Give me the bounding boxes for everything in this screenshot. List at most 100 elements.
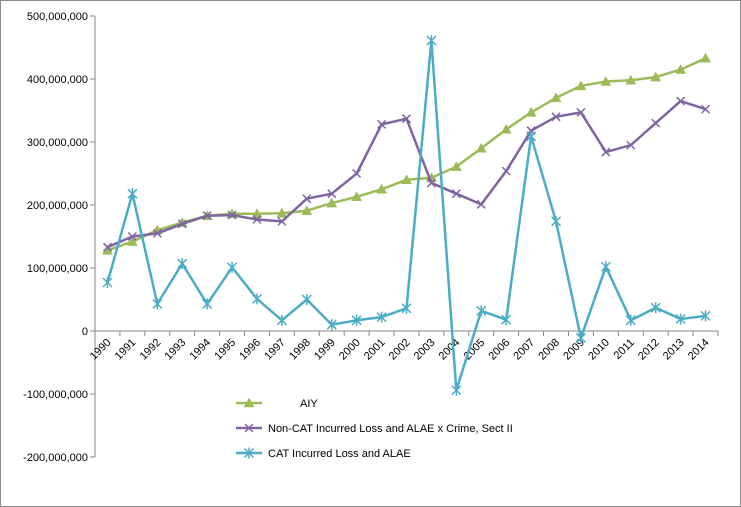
x-tick-label: 1997 <box>262 337 288 363</box>
data-point-series-0 <box>126 236 138 246</box>
data-point-series-2 <box>401 302 412 314</box>
x-tick-label: 2013 <box>661 337 687 363</box>
series-line-0 <box>107 57 707 252</box>
legend-marker-2 <box>243 447 255 459</box>
data-point-series-1 <box>352 168 362 179</box>
data-point-series-0 <box>500 123 512 134</box>
data-point-series-0 <box>550 92 562 103</box>
data-point-series-1 <box>327 189 337 199</box>
y-tick-label: -100,000,000 <box>23 389 88 401</box>
data-point-series-1 <box>601 147 611 157</box>
x-tick-label: 1995 <box>212 337 238 363</box>
x-tick-label: 1996 <box>237 337 263 363</box>
data-point-series-0 <box>650 71 662 82</box>
data-point-series-2 <box>301 294 312 305</box>
data-point-series-1 <box>551 112 561 122</box>
x-tick-label: 2002 <box>387 337 413 363</box>
data-point-series-1 <box>676 96 686 106</box>
data-point-series-1 <box>476 199 486 209</box>
data-point-series-1 <box>127 231 137 242</box>
y-axis: 500,000,000 400,000,000 300,000,000 200,000… <box>23 11 96 464</box>
data-point-series-0 <box>450 161 462 171</box>
y-tick-label: 100,000,000 <box>27 263 88 275</box>
x-tick-label: 2003 <box>412 337 438 363</box>
data-point-series-0 <box>401 174 412 185</box>
data-point-series-0 <box>351 191 363 202</box>
data-point-series-2 <box>575 332 586 344</box>
data-point-series-0 <box>251 208 263 219</box>
data-point-series-2 <box>426 35 437 47</box>
x-tick-label: 2008 <box>536 337 562 363</box>
data-point-series-2 <box>251 293 263 305</box>
data-point-series-0 <box>700 52 711 63</box>
data-point-series-2 <box>700 310 711 322</box>
data-point-series-2 <box>152 298 163 310</box>
series-line-2 <box>106 39 706 392</box>
legend-label-0: AIY <box>300 398 318 410</box>
data-point-series-2 <box>276 314 287 326</box>
data-point-series-0 <box>276 207 288 218</box>
data-point-series-1 <box>202 211 212 221</box>
legend-label-1: Non-CAT Incurred Loss and ALAE x Crime, … <box>268 423 513 435</box>
data-point-series-0 <box>301 205 313 215</box>
data-point-series-2 <box>202 298 213 310</box>
data-point-series-2 <box>550 215 562 227</box>
data-point-series-2 <box>127 188 138 200</box>
series-line-1 <box>107 99 706 249</box>
data-point-series-2 <box>351 314 362 326</box>
x-tick-label: 2000 <box>337 337 363 363</box>
data-point-series-1 <box>377 119 387 129</box>
x-tick-label: 2006 <box>487 337 513 363</box>
x-axis: 1990 1991 1992 1993 1994 1995 1996 1997 1998 1999… <box>88 330 719 363</box>
data-point-series-1 <box>152 228 162 238</box>
y-tick-label: 0 <box>82 326 88 338</box>
data-point-series-1 <box>102 242 112 252</box>
data-point-series-2 <box>526 130 537 142</box>
x-tick-label: 1994 <box>187 337 213 363</box>
x-tick-label: 1999 <box>312 337 338 363</box>
data-point-series-1 <box>576 107 586 117</box>
data-point-series-2 <box>600 261 611 273</box>
data-point-series-2 <box>625 314 636 326</box>
y-tick-label: 300,000,000 <box>27 137 88 149</box>
legend-marker-0 <box>243 397 255 408</box>
data-point-series-1 <box>277 216 287 226</box>
data-point-series-2 <box>326 319 337 331</box>
data-point-series-0 <box>575 80 587 91</box>
data-point-series-0 <box>475 142 487 153</box>
data-point-series-2 <box>227 261 238 273</box>
data-point-series-0 <box>376 183 388 194</box>
data-point-series-1 <box>451 189 461 199</box>
legend-label-2: CAT Incurred Loss and ALAE <box>268 448 411 460</box>
data-point-series-0 <box>675 64 687 74</box>
data-point-series-1 <box>401 114 412 124</box>
data-point-series-2 <box>476 305 487 317</box>
x-tick-label: 1990 <box>88 337 114 363</box>
data-point-series-0 <box>625 74 637 85</box>
x-tick-label: 2001 <box>362 337 388 363</box>
data-point-series-2 <box>177 258 188 270</box>
x-tick-label: 1993 <box>163 337 189 363</box>
y-tick-label: -200,000,000 <box>23 452 88 464</box>
data-point-series-2 <box>451 384 462 396</box>
x-tick-label: 2014 <box>686 337 712 363</box>
x-tick-label: 2007 <box>511 337 537 363</box>
data-point-series-1 <box>302 194 312 204</box>
x-tick-label: 2011 <box>612 337 637 362</box>
x-tick-label: 1992 <box>138 337 164 363</box>
data-point-series-0 <box>525 106 537 117</box>
series-layer <box>102 35 711 396</box>
y-tick-label: 400,000,000 <box>27 74 88 86</box>
data-point-series-1 <box>227 210 237 220</box>
legend: AIY Non-CAT Incurred Loss and ALAE x Crim… <box>236 397 513 460</box>
x-tick-label: 2004 <box>437 337 463 363</box>
data-point-series-1 <box>651 118 661 128</box>
data-point-series-2 <box>102 276 113 288</box>
data-point-series-2 <box>675 313 686 325</box>
data-point-series-2 <box>376 311 387 323</box>
data-point-series-1 <box>626 140 636 150</box>
data-point-series-1 <box>177 219 187 229</box>
x-tick-label: 2012 <box>636 337 662 363</box>
y-tick-label: 500,000,000 <box>27 11 88 23</box>
